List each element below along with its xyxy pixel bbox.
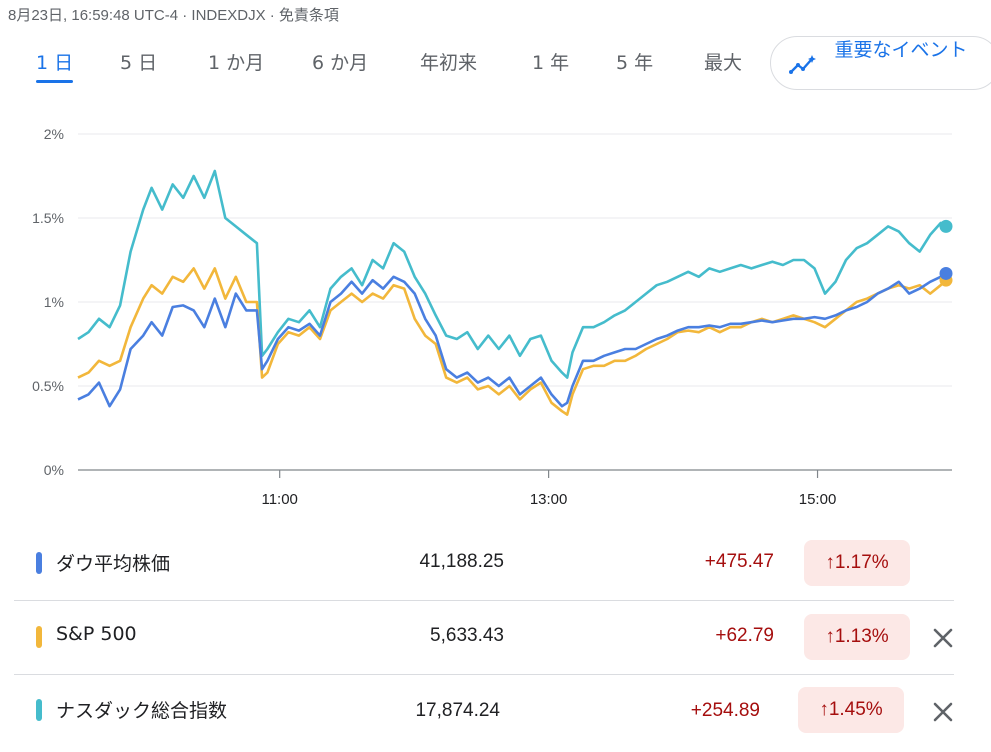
nasdaq-percent: 1.45% <box>828 699 883 720</box>
dow-color-swatch <box>36 552 42 574</box>
series-line-2 <box>77 169 947 379</box>
tab-6-month[interactable]: 6 か月 <box>312 52 369 74</box>
y-tick-label: 0% <box>44 462 64 478</box>
y-axis-ticks: 0% 0.5% 1% 1.5% 2% <box>32 126 64 478</box>
sp500-value: 5,633.43 <box>430 625 504 646</box>
remove-nasdaq-close-icon[interactable] <box>932 701 954 723</box>
dow-value: 41,188.25 <box>419 551 504 572</box>
key-events-label: 重要なイベント <box>834 39 968 61</box>
nasdaq-name: ナスダック総合指数 <box>56 700 228 722</box>
y-tick-label: 0.5% <box>32 378 64 394</box>
remove-sp500-close-icon[interactable] <box>932 627 954 649</box>
tab-max[interactable]: 最大 <box>704 52 743 74</box>
series-end-dot-2 <box>939 219 953 233</box>
legend-row-nasdaq[interactable]: ナスダック総合指数 17,874.24 +254.89 ↑ 1.45% <box>14 674 954 746</box>
sp500-name: S&P 500 <box>56 623 137 645</box>
y-tick-label: 2% <box>44 126 64 142</box>
x-tick-label: 11:00 <box>261 491 297 508</box>
nasdaq-change: +254.89 <box>690 700 760 721</box>
nasdaq-value: 17,874.24 <box>415 700 500 721</box>
x-axis: 11:00 13:00 15:00 <box>78 469 952 508</box>
chart-grid <box>78 133 952 387</box>
series-end-dot-0 <box>939 266 953 280</box>
series-line-0 <box>77 272 947 408</box>
legend-row-dow[interactable]: ダウ平均株価 41,188.25 +475.47 ↑ 1.17% <box>14 527 954 599</box>
dow-percent: 1.17% <box>834 552 889 573</box>
header-info: 8月23日, 16:59:48 UTC-4 · INDEXDJX · 免責条項 <box>8 7 339 24</box>
index-line-chart: 0% 0.5% 1% 1.5% 2% 11:00 13:00 15:00 <box>32 126 953 508</box>
tab-1-day[interactable]: 1 日 <box>36 48 74 83</box>
sp500-percent-badge: ↑ 1.13% <box>804 614 910 660</box>
x-tick-label: 13:00 <box>530 491 568 508</box>
sp500-change: +62.79 <box>715 625 774 646</box>
tab-1-year[interactable]: 1 年 <box>532 52 570 74</box>
dow-change: +475.47 <box>704 551 774 572</box>
tab-ytd[interactable]: 年初来 <box>420 52 478 74</box>
tab-1-month[interactable]: 1 か月 <box>208 52 265 74</box>
y-tick-label: 1.5% <box>32 210 64 226</box>
nasdaq-percent-badge: ↑ 1.45% <box>798 687 904 733</box>
up-arrow-icon: ↑ <box>825 552 835 573</box>
key-events-button[interactable]: 重要なイベント <box>770 36 991 90</box>
series-end-dots <box>939 219 953 287</box>
sparkle-trend-icon <box>789 55 816 74</box>
range-tabs: 1 日 5 日 1 か月 6 か月 年初来 1 年 5 年 最大 <box>0 48 991 88</box>
x-tick-label: 15:00 <box>799 491 837 508</box>
legend-row-sp500[interactable]: S&P 500 5,633.43 +62.79 ↑ 1.13% <box>14 600 954 672</box>
nasdaq-color-swatch <box>36 699 42 721</box>
up-arrow-icon: ↑ <box>819 699 829 720</box>
dow-percent-badge: ↑ 1.17% <box>804 540 910 586</box>
tab-5-year[interactable]: 5 年 <box>616 52 654 74</box>
y-tick-label: 1% <box>44 294 64 310</box>
sp500-percent: 1.13% <box>834 626 889 647</box>
dow-name: ダウ平均株価 <box>56 553 171 575</box>
tab-5-day[interactable]: 5 日 <box>120 52 158 74</box>
up-arrow-icon: ↑ <box>825 626 835 647</box>
sp500-color-swatch <box>36 626 42 648</box>
series-lines <box>77 169 947 416</box>
